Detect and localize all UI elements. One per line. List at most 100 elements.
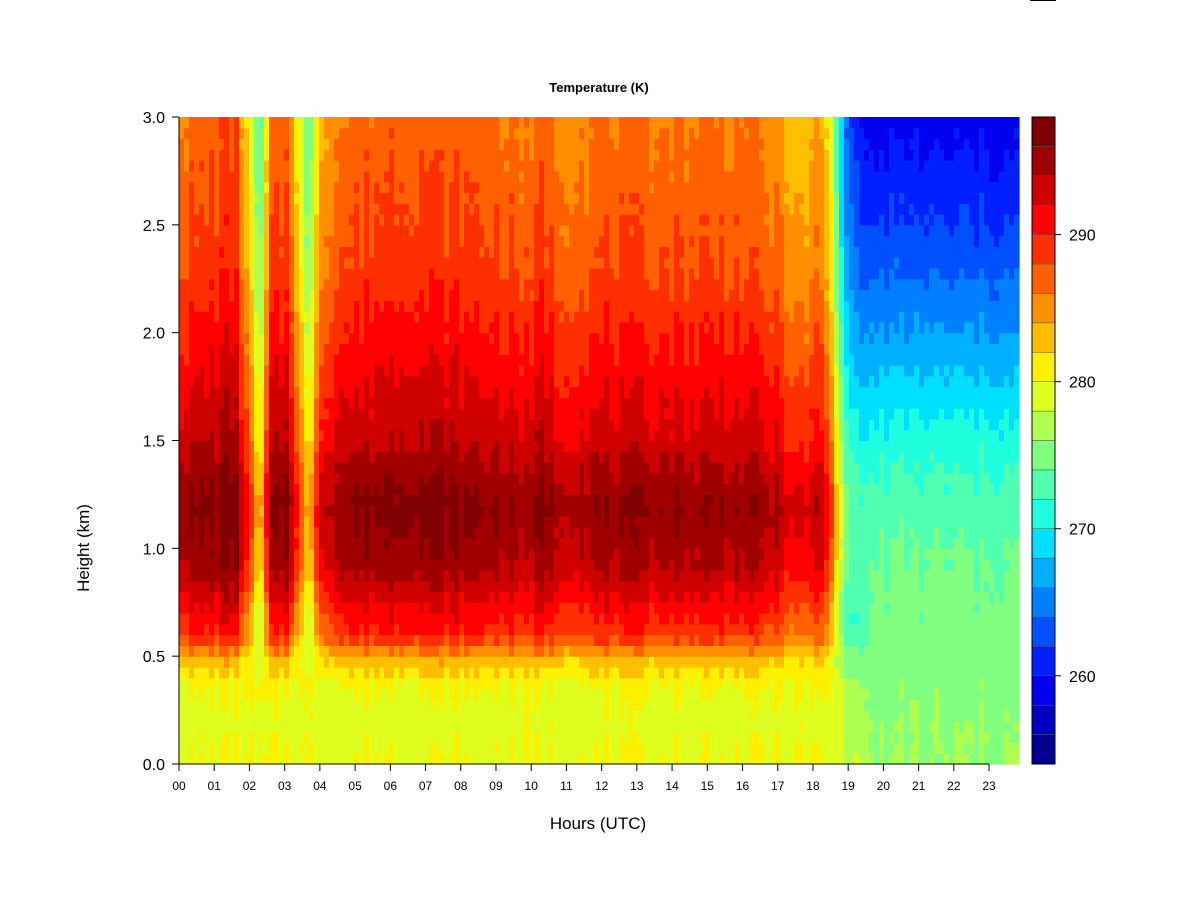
heatmap-cell [589,386,595,398]
heatmap-cell [404,408,410,420]
heatmap-cell [194,559,200,571]
heatmap-cell [434,710,440,722]
heatmap-cell [309,710,315,722]
heatmap-cell [299,235,305,247]
heatmap-cell [439,591,445,603]
heatmap-cell [254,559,260,571]
heatmap-cell [444,332,450,345]
heatmap-cell [429,117,435,129]
heatmap-cell [524,311,530,323]
heatmap-cell [389,451,395,463]
heatmap-cell [589,224,595,237]
heatmap-cell [389,580,395,593]
heatmap-cell [534,505,540,517]
heatmap-cell [519,710,525,722]
heatmap-cell [354,505,360,517]
heatmap-cell [274,677,280,690]
heatmap-cell [369,753,375,765]
heatmap-cell [399,138,405,150]
heatmap-cell [289,343,295,355]
heatmap-cell [219,192,225,204]
heatmap-cell [434,214,440,226]
heatmap-cell [334,710,340,722]
heatmap-cell [369,300,375,312]
heatmap-cell [429,160,435,172]
heatmap-cell [349,753,355,765]
heatmap-cell [324,645,330,657]
heatmap-cell [454,515,460,528]
heatmap-cell [509,537,515,549]
heatmap-cell [329,494,335,506]
heatmap-cell [459,214,465,226]
heatmap-cell [184,289,190,301]
heatmap-cell [449,494,455,506]
heatmap-cell [204,429,210,442]
heatmap-cell [564,440,570,452]
heatmap-cell [264,246,270,258]
heatmap-cell [304,645,310,657]
heatmap-cell [554,753,560,765]
heatmap-cell [224,591,230,603]
heatmap-cell [299,429,305,442]
heatmap-cell [399,634,405,646]
heatmap-cell [574,267,580,280]
heatmap-cell [349,332,355,345]
heatmap-cell [369,537,375,549]
heatmap-cell [484,720,490,733]
heatmap-cell [244,526,250,539]
heatmap-cell [494,267,500,280]
heatmap-cell [204,666,210,679]
heatmap-cell [239,203,245,215]
heatmap-cell [409,267,415,280]
heatmap-cell [219,321,225,334]
heatmap-cell [309,515,315,528]
heatmap-cell [349,526,355,539]
heatmap-cell [419,548,425,560]
heatmap-cell [469,246,475,258]
heatmap-cell [319,634,325,646]
heatmap-cell [239,170,245,183]
heatmap-cell [409,397,415,409]
heatmap-cell [579,192,585,204]
heatmap-cell [294,731,300,744]
heatmap-cell [409,602,415,614]
heatmap-cell [429,548,435,560]
heatmap-cell [324,569,330,582]
heatmap-cell [384,677,390,690]
heatmap-cell [509,235,515,247]
heatmap-cell [334,429,340,442]
heatmap-cell [284,666,290,679]
heatmap-cell [479,526,485,539]
heatmap-cell [359,634,365,646]
heatmap-cell [344,127,350,140]
heatmap-cell [579,753,585,765]
heatmap-cell [574,354,580,366]
heatmap-cell [234,429,240,442]
heatmap-cell [244,214,250,226]
heatmap-cell [349,354,355,366]
heatmap-cell [569,613,575,625]
heatmap-cell [449,440,455,452]
heatmap-cell [554,429,560,442]
heatmap-cell [499,580,505,593]
heatmap-cell [314,656,320,668]
heatmap-cell [224,699,230,711]
heatmap-cell [539,386,545,398]
heatmap-cell [504,548,510,560]
heatmap-cell [319,332,325,345]
heatmap-cell [479,548,485,560]
heatmap-cell [309,343,315,355]
heatmap-cell [269,160,275,172]
heatmap-cell [184,267,190,280]
heatmap-cell [459,710,465,722]
heatmap-cell [204,505,210,517]
heatmap-cell [539,569,545,582]
heatmap-cell [529,710,535,722]
heatmap-cell [449,580,455,593]
heatmap-cell [559,483,565,496]
heatmap-cell [589,645,595,657]
heatmap-cell [589,623,595,636]
heatmap-cell [259,138,265,150]
heatmap-cell [214,332,220,345]
heatmap-cell [474,127,480,140]
